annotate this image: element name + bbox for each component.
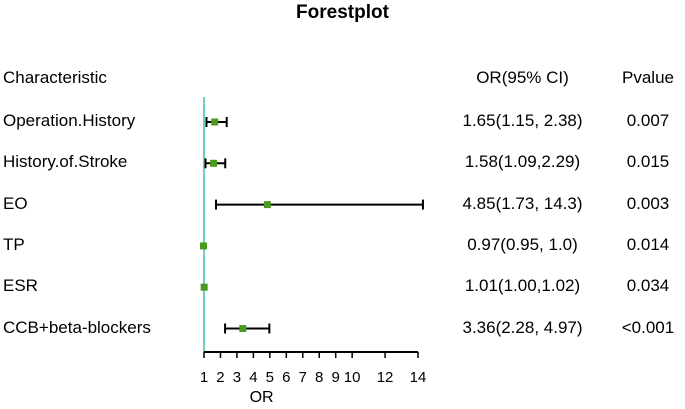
- point-estimate: [239, 325, 247, 332]
- point-estimate: [200, 283, 208, 291]
- row-or-ci: 1.01(1.00,1.02): [464, 276, 581, 296]
- header-or-ci: OR(95% CI): [476, 68, 569, 87]
- row-pvalue: 0.015: [626, 152, 670, 172]
- row-label: TP: [3, 234, 25, 254]
- point-estimate: [210, 159, 218, 167]
- x-tick-label: 7: [299, 369, 307, 386]
- point-estimate: [211, 118, 219, 126]
- row-or-ci: 3.36(2.28, 4.97): [462, 317, 583, 337]
- header-characteristic: Characteristic: [3, 68, 107, 87]
- x-tick-label: 14: [410, 369, 427, 386]
- x-tick-label: 8: [315, 369, 323, 386]
- point-estimate: [200, 242, 208, 250]
- row-pvalue: 0.014: [626, 234, 670, 254]
- row-or-ci: 1.58(1.09,2.29): [464, 152, 581, 172]
- x-tick-label: 10: [344, 369, 361, 386]
- x-tick-label: 5: [266, 369, 274, 386]
- row-or-ci: 4.85(1.73, 14.3): [462, 193, 583, 213]
- row-or-ci: 1.65(1.15, 2.38): [462, 111, 583, 130]
- x-tick-label: 4: [249, 369, 257, 386]
- row-label: Operation.History: [3, 111, 136, 130]
- x-tick-label: 2: [216, 369, 224, 386]
- header-pvalue: Pvalue: [622, 68, 674, 87]
- row-pvalue: 0.003: [626, 193, 670, 213]
- point-estimate: [263, 201, 271, 209]
- row-pvalue: 0.034: [626, 276, 670, 296]
- row-pvalue: 0.007: [626, 111, 670, 130]
- x-tick-label: 9: [332, 369, 340, 386]
- x-tick-label: 6: [282, 369, 290, 386]
- x-tick-label: 1: [200, 369, 208, 386]
- row-label: History.of.Stroke: [3, 152, 128, 172]
- row-or-ci: 0.97(0.95, 1.0): [467, 234, 578, 254]
- row-label: CCB+beta-blockers: [3, 317, 151, 337]
- row-label: EO: [3, 193, 28, 213]
- chart-title: Forestplot: [296, 2, 389, 23]
- row-label: ESR: [3, 276, 38, 296]
- x-tick-label: 3: [233, 369, 241, 386]
- x-axis-title: OR: [250, 389, 274, 406]
- x-tick-label: 12: [377, 369, 394, 386]
- row-pvalue: <0.001: [621, 317, 675, 337]
